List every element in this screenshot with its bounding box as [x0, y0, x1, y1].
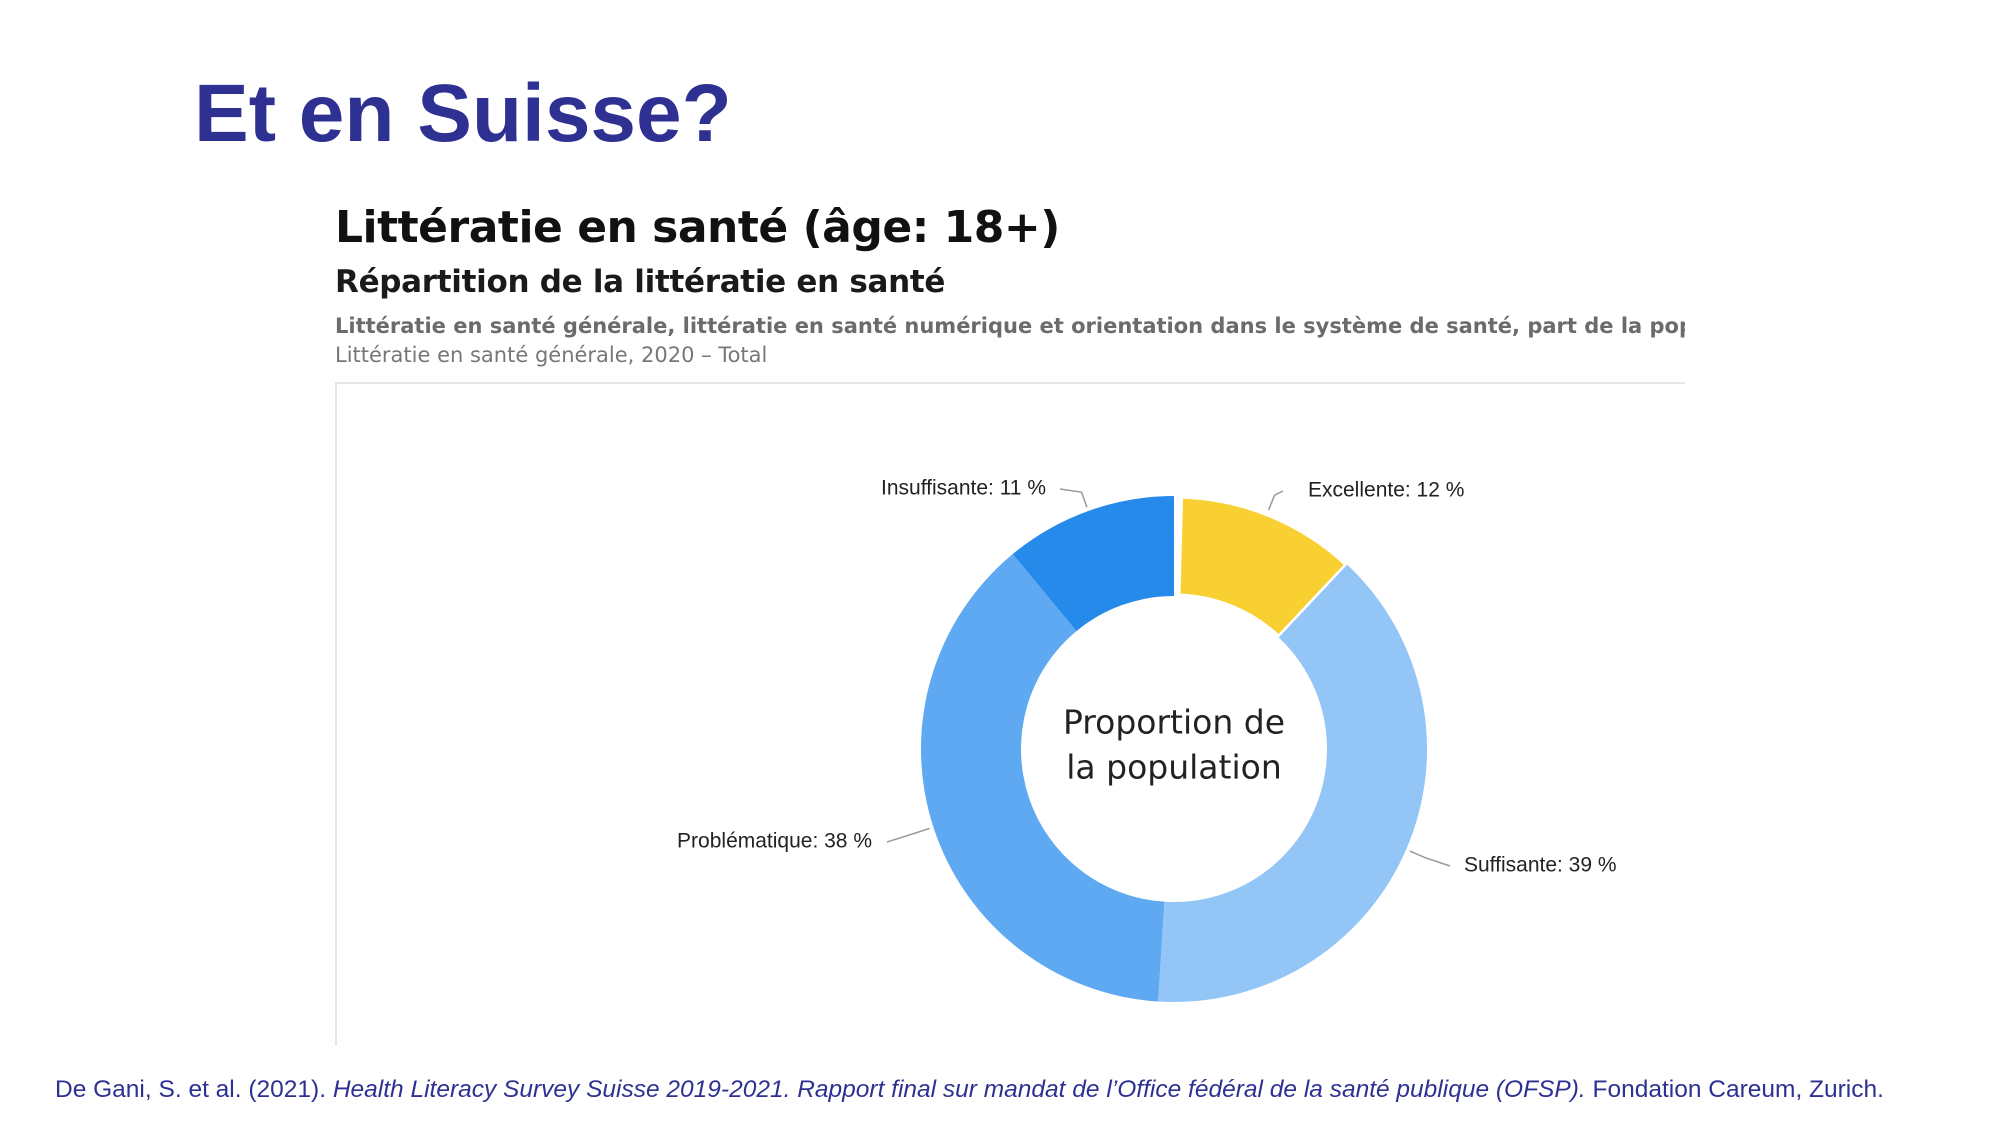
leader-line-insuffisante — [1059, 488, 1088, 508]
chart-selection-label: Littératie en santé générale, 2020 – Tot… — [335, 343, 768, 367]
donut-slice-suffisante — [1158, 564, 1427, 1003]
chart-subtitle: Répartition de la littératie en santé — [335, 264, 946, 300]
leader-line-problématique — [886, 827, 930, 843]
donut-slice-problématique — [921, 554, 1165, 1002]
data-label-problématique: Problématique: 38 % — [677, 830, 872, 853]
donut-slice-excellente — [1175, 493, 1351, 642]
data-label-insuffisante: Insuffisante: 11 % — [881, 477, 1046, 500]
slide-title: Et en Suisse? — [194, 68, 732, 159]
chart-frame-left-border — [335, 384, 337, 1046]
donut-slice-insuffisante — [1012, 496, 1174, 632]
chart-frame-top-border — [335, 382, 1685, 384]
leader-line-suffisante — [1409, 850, 1451, 867]
donut-center-label-line: la population — [1066, 748, 1281, 787]
data-label-excellente: Excellente: 12 % — [1308, 479, 1464, 502]
chart-title: Littératie en santé (âge: 18+) — [335, 202, 1060, 253]
citation-authors: De Gani, S. et al. (2021). — [55, 1076, 326, 1103]
citation: De Gani, S. et al. (2021). Health Litera… — [55, 1076, 1884, 1104]
donut-center-label-line: Proportion de — [1063, 703, 1285, 742]
data-label-suffisante: Suffisante: 39 % — [1464, 854, 1617, 877]
chart-description: Littératie en santé générale, littératie… — [335, 314, 1685, 338]
leader-line-excellente — [1267, 490, 1284, 511]
chart-figure: Littératie en santé (âge: 18+) Répartiti… — [335, 196, 1685, 1046]
citation-publisher: Fondation Careum, Zurich. — [1592, 1076, 1884, 1103]
citation-title: Health Literacy Survey Suisse 2019-2021.… — [332, 1076, 1586, 1103]
